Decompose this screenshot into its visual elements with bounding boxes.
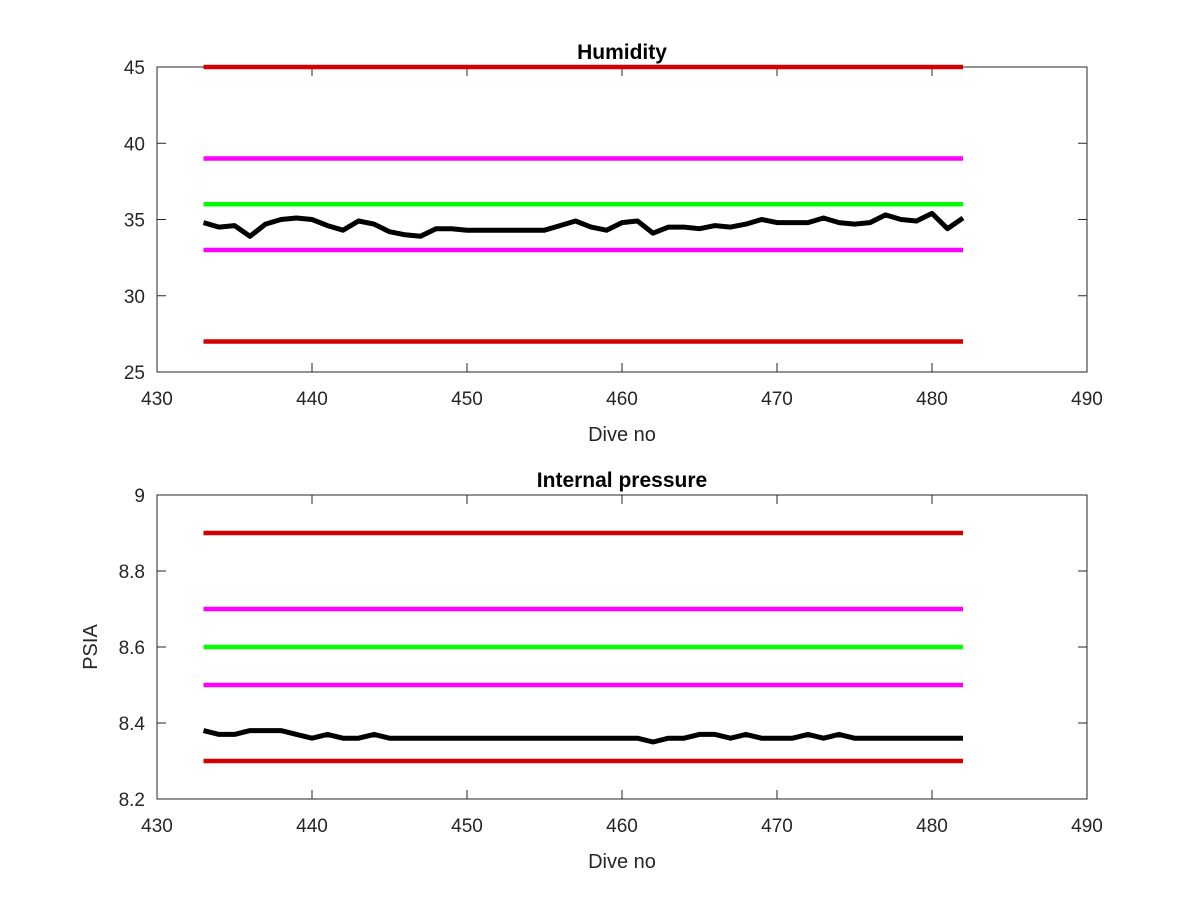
humidity-y-tick-label: 25 xyxy=(124,363,145,384)
humidity-chart-title: Humidity xyxy=(577,41,667,64)
humidity-y-tick-label: 45 xyxy=(124,58,145,79)
pressure-y-tick-label: 8.2 xyxy=(119,790,145,811)
pressure-y-tick-label: 8.8 xyxy=(119,562,145,583)
pressure-x-tick-label: 470 xyxy=(761,816,793,837)
humidity-y-tick-label: 40 xyxy=(124,134,145,155)
pressure-y-tick-label: 8.6 xyxy=(119,638,145,659)
pressure-y-axis-label: PSIA xyxy=(80,624,102,670)
humidity-data-line xyxy=(202,210,965,239)
humidity-x-axis-label: Dive no xyxy=(588,424,656,446)
humidity-x-tick-label: 470 xyxy=(761,389,793,410)
pressure-y-tick-label: 9 xyxy=(134,486,145,507)
pressure-x-axis-label: Dive no xyxy=(588,851,656,873)
humidity-plot: 430 440 450 460 470 480 490 25 30 35 40 45 Humidity D… xyxy=(124,41,1103,446)
pressure-x-tick-label: 490 xyxy=(1071,816,1103,837)
pressure-y-tick-label: 8.4 xyxy=(119,714,146,735)
humidity-x-tick-label: 450 xyxy=(451,389,483,410)
pressure-x-tick-label: 430 xyxy=(141,816,173,837)
pressure-x-tick-label: 440 xyxy=(296,816,328,837)
humidity-x-tick-label: 460 xyxy=(606,389,638,410)
pressure-data-line xyxy=(202,728,963,745)
pressure-x-tick-label: 450 xyxy=(451,816,483,837)
pressure-x-tick-label: 460 xyxy=(606,816,638,837)
humidity-y-tick-label: 35 xyxy=(124,211,145,232)
humidity-x-tick-label: 440 xyxy=(296,389,328,410)
humidity-y-tick-label: 30 xyxy=(124,287,145,308)
internal-pressure-plot: 430 440 450 460 470 480 490 8.2 8.4 8.6 8.8 9 Intern… xyxy=(80,469,1103,873)
humidity-x-tick-label: 480 xyxy=(916,389,948,410)
humidity-x-tick-label: 430 xyxy=(141,389,173,410)
humidity-x-tick-label: 490 xyxy=(1071,389,1103,410)
pressure-chart-title: Internal pressure xyxy=(537,469,707,492)
pressure-x-tick-label: 480 xyxy=(916,816,948,837)
